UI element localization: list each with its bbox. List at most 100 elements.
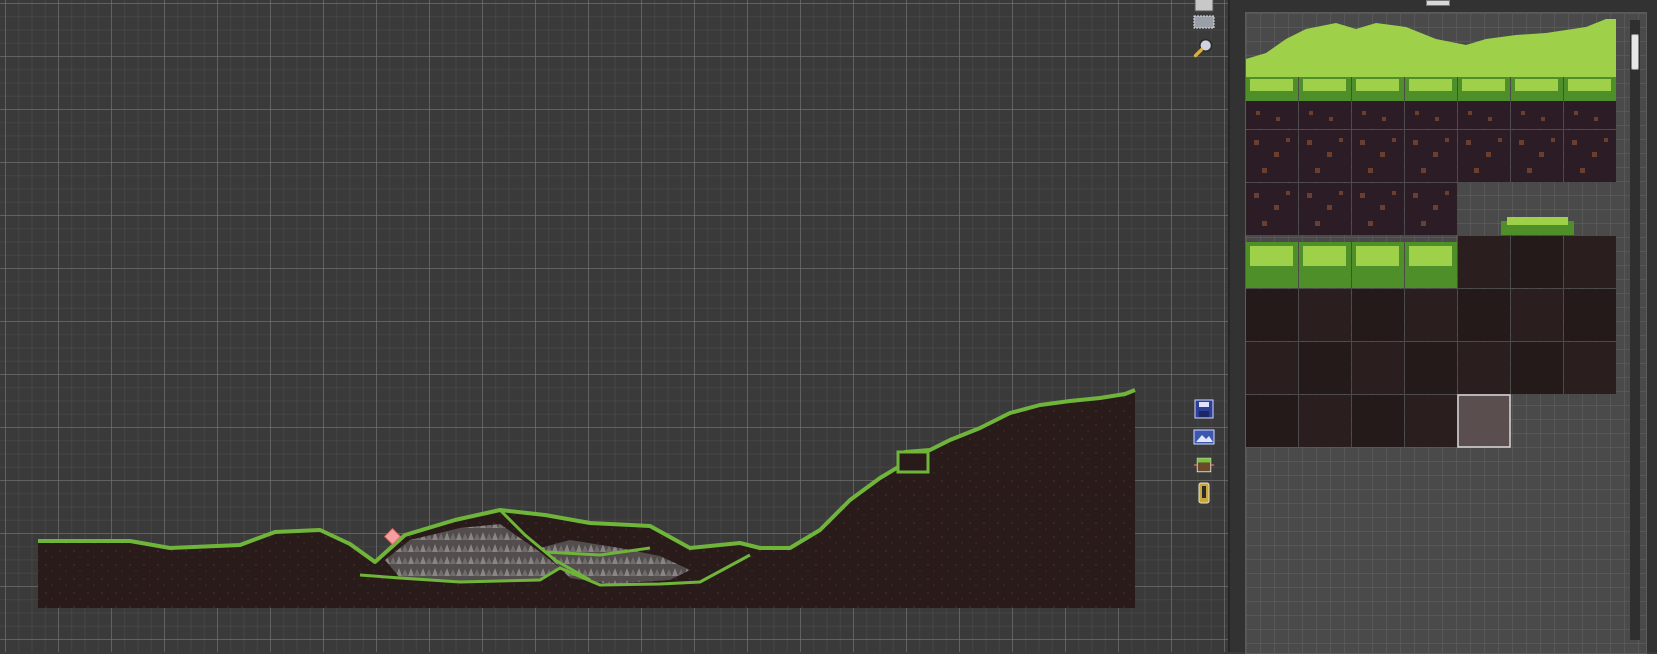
- tile-empty[interactable]: [1352, 289, 1404, 341]
- tile-empty[interactable]: [1405, 395, 1457, 447]
- tile-speck: [1315, 168, 1320, 173]
- tile-empty[interactable]: [1246, 289, 1298, 341]
- terrain-grass-edge: [359, 553, 751, 587]
- tile-empty[interactable]: [1352, 395, 1404, 447]
- tileset-scrollbar[interactable]: [1630, 20, 1640, 640]
- tileset-grass-fringe: [1246, 19, 1616, 77]
- tile-speck: [1339, 138, 1343, 142]
- tileset-panel: [1228, 0, 1657, 654]
- tile-empty[interactable]: [1458, 342, 1510, 394]
- tile-speck: [1541, 117, 1545, 121]
- tile[interactable]: [1299, 130, 1351, 182]
- tile-empty[interactable]: [1564, 342, 1616, 394]
- tile-speck: [1392, 138, 1396, 142]
- tile-grass-highlight: [1356, 246, 1399, 266]
- tile[interactable]: [1246, 130, 1298, 182]
- terrain-layer: [38, 388, 1136, 608]
- tile-speck: [1262, 168, 1267, 173]
- tile-speck: [1413, 140, 1418, 145]
- tile-empty[interactable]: [1299, 342, 1351, 394]
- tile-speck: [1498, 138, 1502, 142]
- tile-layer-icon[interactable]: [1193, 454, 1215, 476]
- path-icon[interactable]: [1193, 482, 1215, 504]
- tile-empty[interactable]: [1511, 342, 1563, 394]
- tile[interactable]: [1511, 130, 1563, 182]
- tile-speck: [1368, 221, 1373, 226]
- tile-speck: [1572, 140, 1577, 145]
- tile-speck: [1466, 140, 1471, 145]
- tile-speck: [1307, 193, 1312, 198]
- tile-empty[interactable]: [1511, 236, 1563, 288]
- tile-speck: [1256, 111, 1260, 115]
- tile-selected[interactable]: [1457, 394, 1511, 448]
- zoom-icon[interactable]: [1193, 37, 1215, 59]
- tile-empty[interactable]: [1458, 236, 1510, 288]
- tile-empty[interactable]: [1511, 289, 1563, 341]
- terrain-rock: [385, 524, 560, 582]
- tile[interactable]: [1458, 130, 1510, 182]
- tile-empty[interactable]: [1299, 395, 1351, 447]
- tile-speck: [1360, 140, 1365, 145]
- tile[interactable]: [1352, 130, 1404, 182]
- tile[interactable]: [1352, 183, 1404, 235]
- tile-empty[interactable]: [1352, 342, 1404, 394]
- tile-grass-highlight: [1515, 79, 1558, 91]
- tile-speck: [1309, 111, 1313, 115]
- tile-grass-highlight: [1250, 79, 1293, 91]
- tile-speck: [1327, 152, 1332, 157]
- tile-speck: [1519, 140, 1524, 145]
- tile-grass-highlight: [1409, 246, 1452, 266]
- tile-empty[interactable]: [1246, 342, 1298, 394]
- tileset-viewport[interactable]: [1245, 12, 1647, 654]
- tile-speck: [1488, 117, 1492, 121]
- tile[interactable]: [1299, 183, 1351, 235]
- tile-speck: [1368, 168, 1373, 173]
- tile-grass-highlight: [1250, 246, 1293, 266]
- tile-grass-highlight: [1303, 79, 1346, 91]
- select-rect-icon[interactable]: [1193, 11, 1215, 33]
- tile-speck: [1274, 205, 1279, 210]
- tile-speck: [1421, 221, 1426, 226]
- tile-empty[interactable]: [1246, 395, 1298, 447]
- tile-speck: [1307, 140, 1312, 145]
- tile-speck: [1592, 152, 1597, 157]
- tile-speck: [1539, 152, 1544, 157]
- tile[interactable]: [1246, 183, 1298, 235]
- tile-empty[interactable]: [1564, 236, 1616, 288]
- instance-marker[interactable]: [384, 528, 401, 545]
- terrain-grass-edge: [544, 546, 651, 557]
- tile-speck: [1574, 111, 1578, 115]
- tile-empty[interactable]: [1405, 289, 1457, 341]
- tile-empty[interactable]: [1299, 289, 1351, 341]
- tile-grass-highlight: [1507, 217, 1568, 225]
- tile-speck: [1421, 168, 1426, 173]
- tile[interactable]: [1405, 183, 1457, 235]
- layer-icon[interactable]: [1193, 0, 1215, 16]
- scroll-thumb[interactable]: [1631, 34, 1639, 70]
- tile-speck: [1435, 117, 1439, 121]
- room-canvas[interactable]: [0, 0, 1228, 652]
- tile-speck: [1339, 191, 1343, 195]
- tile-speck: [1276, 117, 1280, 121]
- tile-speck: [1254, 140, 1259, 145]
- tile-speck: [1286, 138, 1290, 142]
- save-icon[interactable]: [1193, 398, 1215, 420]
- tile-empty[interactable]: [1564, 289, 1616, 341]
- tile-speck: [1262, 221, 1267, 226]
- tile[interactable]: [1405, 130, 1457, 182]
- tile-speck: [1362, 111, 1366, 115]
- tile[interactable]: [1564, 130, 1616, 182]
- tile-speck: [1380, 152, 1385, 157]
- tile-empty[interactable]: [1458, 289, 1510, 341]
- tileset-grid[interactable]: [1246, 19, 1646, 459]
- tile-speck: [1486, 152, 1491, 157]
- tile-speck: [1274, 152, 1279, 157]
- tile-speck: [1329, 117, 1333, 121]
- background-icon[interactable]: [1193, 426, 1215, 448]
- panel-resize-handle[interactable]: [1426, 0, 1450, 6]
- tile-speck: [1580, 168, 1585, 173]
- tile-speck: [1445, 138, 1449, 142]
- tile-speck: [1254, 193, 1259, 198]
- tile-speck: [1413, 193, 1418, 198]
- tile-empty[interactable]: [1405, 342, 1457, 394]
